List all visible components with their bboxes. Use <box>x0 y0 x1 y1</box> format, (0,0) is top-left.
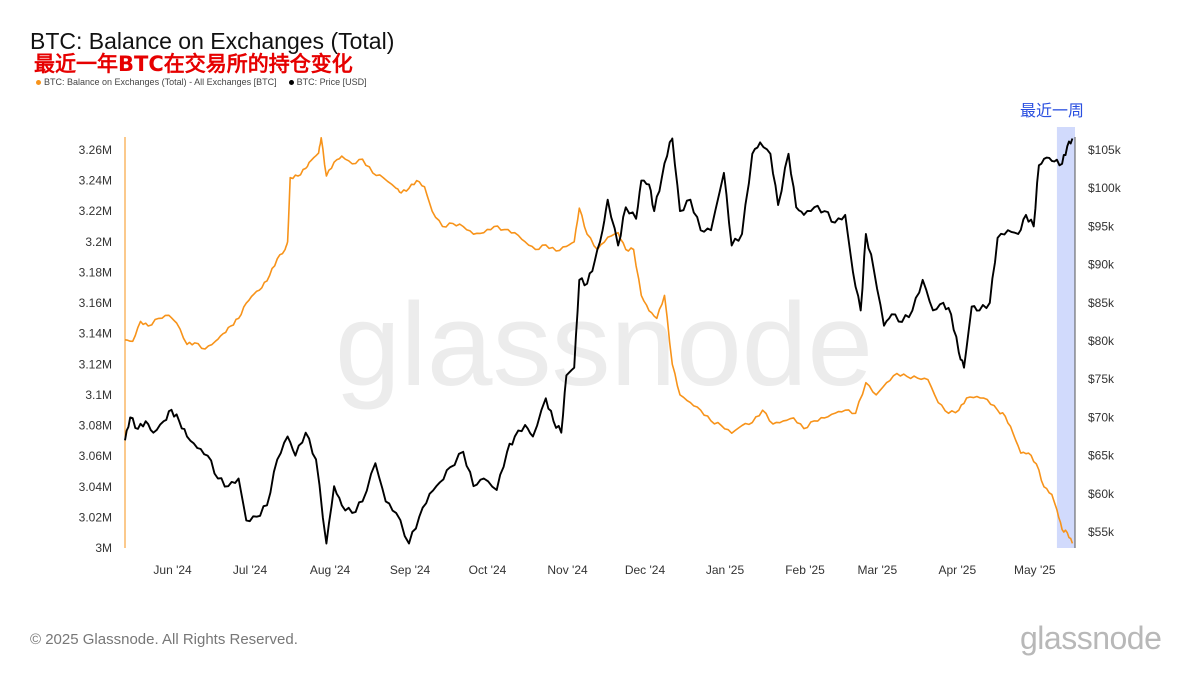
watermark-text: glassnode <box>335 279 873 411</box>
left-tick-label: 3M <box>95 541 112 555</box>
left-tick-label: 3.16M <box>79 296 112 310</box>
legend-item-price[interactable]: BTC: Price [USD] <box>288 77 367 87</box>
x-tick-label: Oct '24 <box>469 563 507 577</box>
x-tick-label: Jun '24 <box>153 563 192 577</box>
left-tick-label: 3.04M <box>79 480 112 494</box>
left-tick-label: 3.22M <box>79 204 112 218</box>
right-tick-label: $95k <box>1088 219 1115 233</box>
right-tick-label: $105k <box>1088 143 1122 157</box>
left-tick-label: 3.12M <box>79 357 112 371</box>
right-tick-label: $65k <box>1088 449 1115 463</box>
left-tick-label: 3.06M <box>79 449 112 463</box>
x-tick-label: Aug '24 <box>310 563 351 577</box>
x-tick-label: May '25 <box>1014 563 1056 577</box>
legend-dot-balance-icon <box>36 79 41 85</box>
left-tick-label: 3.08M <box>79 419 112 433</box>
highlight-band <box>1056 127 1075 548</box>
x-tick-label: Nov '24 <box>547 563 588 577</box>
left-tick-label: 3.1M <box>85 388 112 402</box>
right-tick-label: $60k <box>1088 487 1115 501</box>
x-tick-label: Jan '25 <box>706 563 745 577</box>
chart-subtitle: 最近一年BTC在交易所的持仓变化 <box>34 52 353 76</box>
x-tick-label: Mar '25 <box>857 563 897 577</box>
x-tick-label: Dec '24 <box>625 563 666 577</box>
series-line-price <box>124 137 1074 545</box>
series-line-balance <box>124 137 1074 544</box>
chart-title: BTC: Balance on Exchanges (Total) <box>30 28 395 54</box>
right-tick-label: $70k <box>1088 410 1115 424</box>
x-tick-label: Apr '25 <box>939 563 977 577</box>
right-tick-label: $90k <box>1088 258 1115 272</box>
legend-dot-price-icon <box>288 79 294 85</box>
legend-label-price: BTC: Price [USD] <box>296 77 367 87</box>
left-tick-label: 3.24M <box>79 174 112 188</box>
legend-label-balance: BTC: Balance on Exchanges (Total) - All … <box>44 77 277 87</box>
left-tick-label: 3.26M <box>79 143 112 157</box>
legend-item-balance[interactable]: BTC: Balance on Exchanges (Total) - All … <box>36 77 277 87</box>
chart-legend: BTC: Balance on Exchanges (Total) - All … <box>36 77 367 87</box>
right-tick-label: $85k <box>1088 296 1115 310</box>
brand-logo: glassnode <box>1020 620 1162 656</box>
highlight-label: 最近一周 <box>1020 101 1085 120</box>
x-tick-label: Jul '24 <box>233 563 268 577</box>
copyright-text: © 2025 Glassnode. All Rights Reserved. <box>30 631 298 648</box>
left-tick-label: 3.02M <box>79 510 112 524</box>
right-tick-label: $75k <box>1088 372 1115 386</box>
x-tick-label: Feb '25 <box>785 563 825 577</box>
right-tick-label: $80k <box>1088 334 1115 348</box>
left-tick-label: 3.18M <box>79 265 112 279</box>
right-tick-label: $100k <box>1088 181 1122 195</box>
right-tick-label: $55k <box>1088 525 1115 539</box>
left-tick-label: 3.14M <box>79 327 112 341</box>
left-tick-label: 3.2M <box>85 235 112 249</box>
x-tick-label: Sep '24 <box>390 563 431 577</box>
